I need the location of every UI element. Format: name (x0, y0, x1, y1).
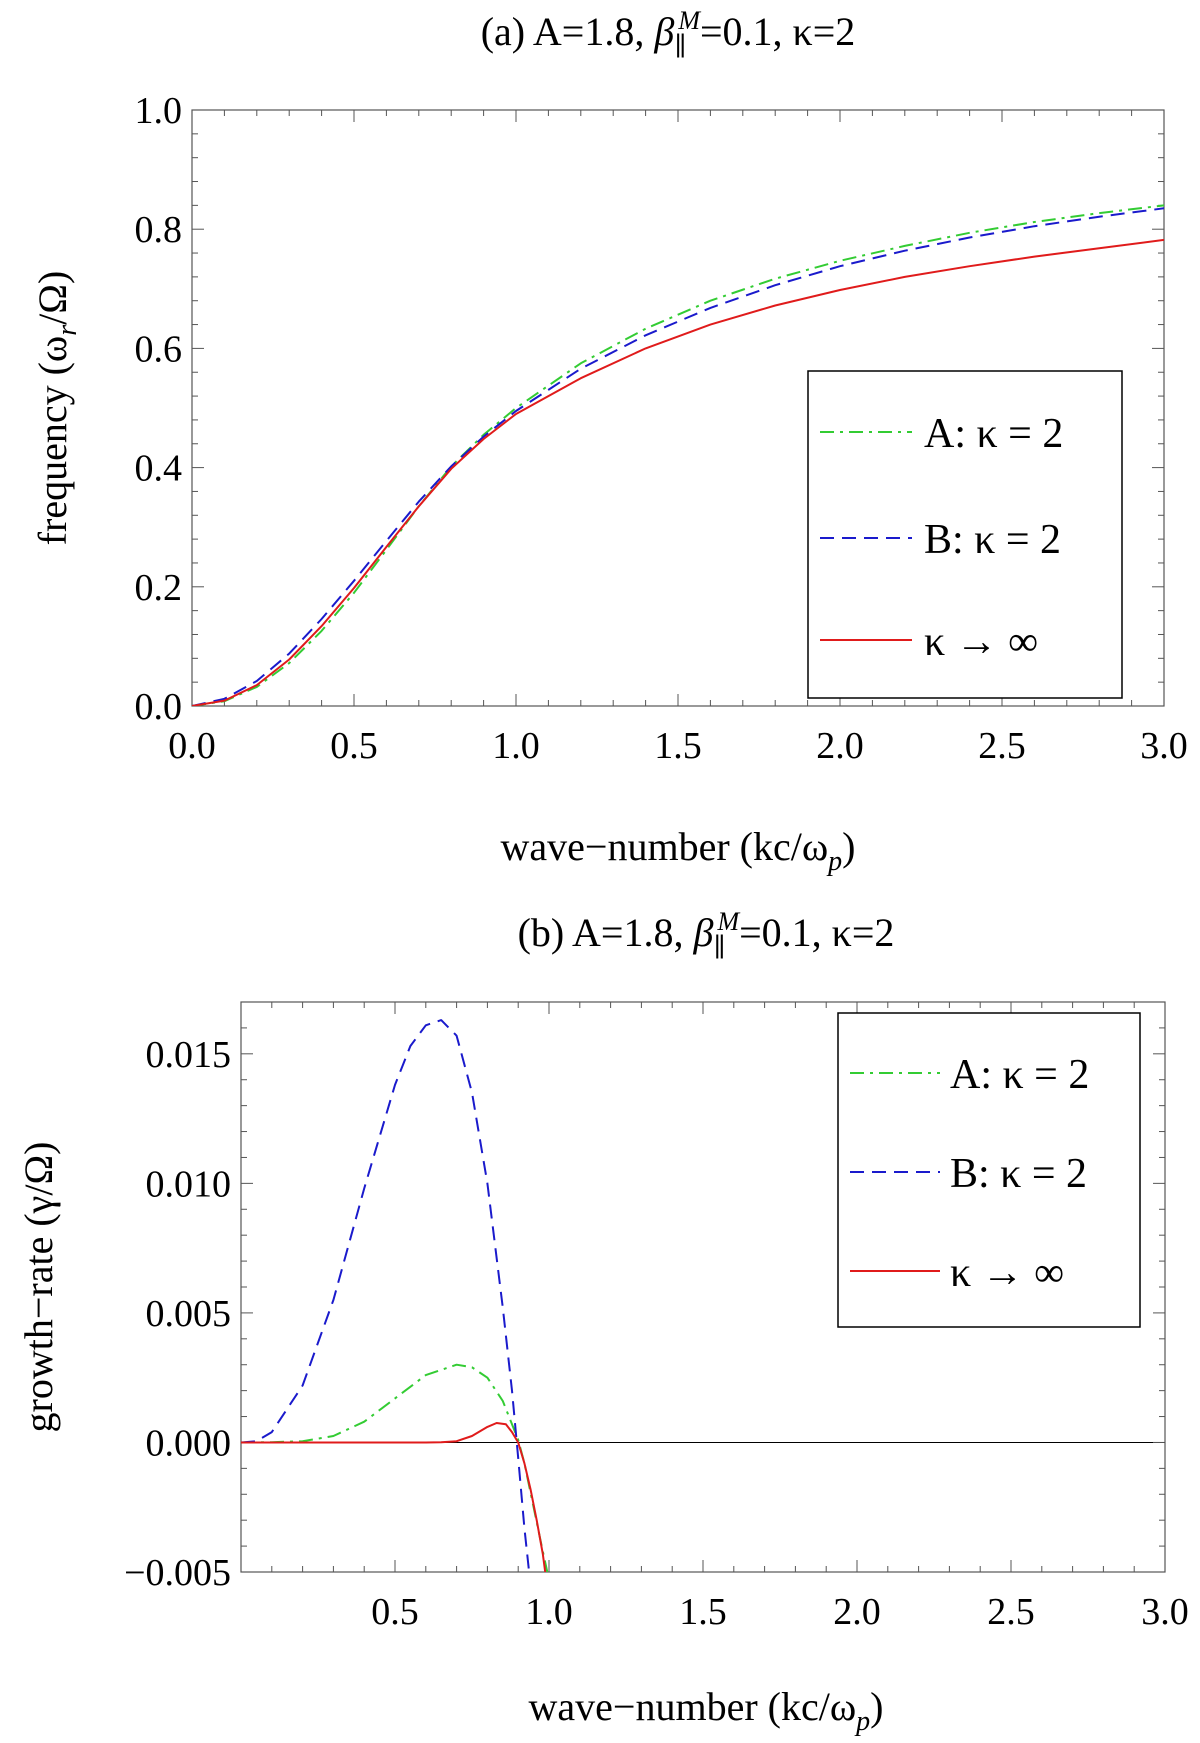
y-tick-label: 0.6 (135, 328, 183, 370)
chart-a-series-group (192, 204, 1164, 706)
chart-b-legend-label-B: B: κ = 2 (950, 1151, 1087, 1197)
x-tick-label: 1.5 (654, 725, 702, 767)
series-line-B (241, 1019, 531, 1572)
chart-b: (b) A=1.8, β∥M=0.1, κ=2 0.5 1.0 1.5 2.0 2.5 3… (16, 907, 1189, 1737)
chart-b-legend-box (837, 1012, 1141, 1328)
x-tick-label: 2.5 (978, 725, 1026, 767)
x-tick-label: 1.0 (492, 725, 540, 767)
chart-a-legend: A: κ = 2 B: κ = 2 κ → ∞ (807, 370, 1123, 699)
chart-a-legend-label-B: B: κ = 2 (924, 517, 1061, 563)
chart-a-ticks (191, 109, 1165, 707)
chart-b-legend-label-A: A: κ = 2 (950, 1052, 1089, 1098)
x-tick-label: 2.0 (833, 1591, 881, 1633)
y-tick-label: 0.005 (146, 1293, 232, 1335)
y-tick-label: 0.8 (135, 209, 183, 251)
series-line-B (192, 207, 1164, 706)
y-tick-label: 1.0 (135, 90, 183, 132)
x-tick-label: 2.0 (816, 725, 864, 767)
y-tick-label: 0.0 (135, 686, 183, 728)
y-tick-label: 0.2 (135, 567, 183, 609)
x-tick-label: 3.0 (1140, 725, 1188, 767)
chart-a-legend-label-A: A: κ = 2 (924, 411, 1063, 457)
x-tick-label: 0.0 (168, 725, 216, 767)
x-tick-label: 3.0 (1141, 1591, 1189, 1633)
chart-a-y-axis-label: frequency (ωr/Ω) (30, 271, 83, 546)
chart-b-legend: A: κ = 2 B: κ = 2 κ → ∞ (837, 1012, 1141, 1328)
x-tick-label: 1.0 (525, 1591, 573, 1633)
chart-b-y-axis-label: growth−rate (γ/Ω) (16, 1142, 61, 1433)
chart-a: (a) A=1.8, β∥M=0.1, κ=2 0.0 0.5 1.0 1.5 2.0 2… (30, 6, 1188, 877)
chart-b-x-axis-label: wave−number (kc/ωp) (529, 1684, 884, 1737)
y-tick-label: 0.010 (146, 1163, 232, 1205)
series-line-A (192, 204, 1164, 706)
chart-b-ticks (240, 1001, 1166, 1573)
y-tick-label: 0.000 (146, 1422, 232, 1464)
x-tick-label: 0.5 (330, 725, 378, 767)
chart-a-legend-label-inf: κ → ∞ (924, 619, 1038, 665)
x-tick-label: 1.5 (679, 1591, 727, 1633)
chart-b-legend-label-inf: κ → ∞ (950, 1250, 1064, 1296)
series-line-A (241, 1363, 549, 1572)
chart-b-series-group (241, 1019, 549, 1572)
y-tick-label: 0.015 (146, 1034, 232, 1076)
y-tick-label: 0.4 (135, 448, 183, 490)
x-tick-label: 0.5 (371, 1591, 419, 1633)
x-tick-label: 2.5 (987, 1591, 1035, 1633)
chart-a-title: (a) A=1.8, β∥M=0.1, κ=2 (481, 6, 856, 61)
series-line-inf (192, 238, 1164, 706)
chart-a-x-axis-label: wave−number (kc/ωp) (501, 824, 856, 877)
series-line-inf (241, 1422, 547, 1572)
chart-b-tick-labels: 0.5 1.0 1.5 2.0 2.5 3.0 −0.005 0.000 0.005 0.010 0… (124, 1034, 1189, 1633)
chart-a-legend-box (807, 370, 1123, 699)
chart-a-tick-labels: 0.0 0.5 1.0 1.5 2.0 2.5 3.0 0.0 0.2 0.4 0.6 0.8 1.0 (135, 90, 1188, 767)
chart-b-title: (b) A=1.8, β∥M=0.1, κ=2 (518, 907, 895, 962)
y-tick-label: −0.005 (124, 1552, 231, 1594)
